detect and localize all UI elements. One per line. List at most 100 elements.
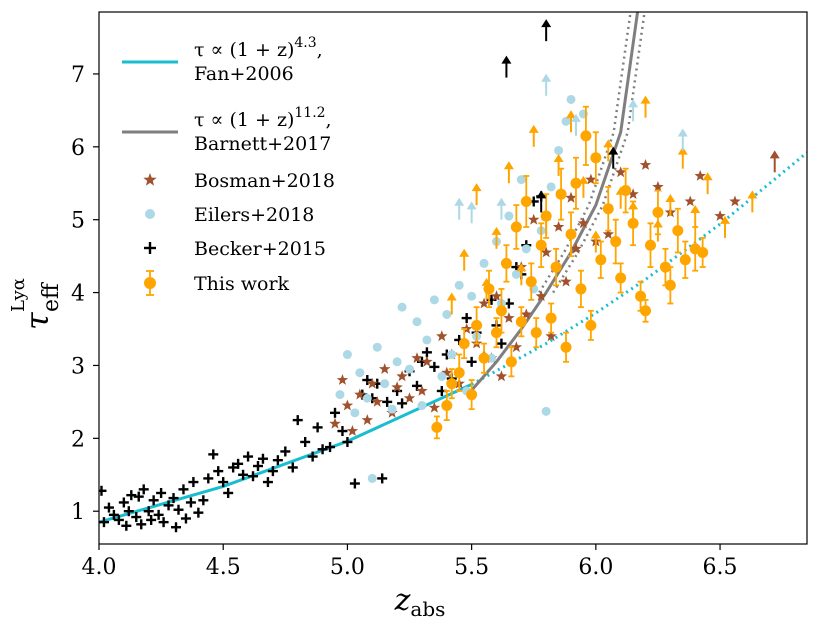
this-work-lower-limit-head	[640, 95, 651, 104]
becker-2015-lower-limit-head	[608, 146, 619, 155]
becker-2015-lower-limit	[501, 55, 512, 78]
bosman-2018-point	[441, 366, 453, 378]
this-work-marker	[510, 221, 522, 233]
this-work-marker	[530, 327, 542, 339]
this-work-lower-limit	[665, 194, 676, 217]
this-work-lower-limit	[541, 212, 552, 235]
this-work-lower-limit	[553, 153, 564, 176]
becker-2015-point	[272, 455, 283, 466]
eilers-2018-point	[367, 473, 377, 483]
becker-2015-point	[163, 500, 174, 511]
legend-label: This work	[194, 273, 290, 295]
this-work-point	[535, 222, 547, 268]
becker-2015-point	[185, 497, 196, 508]
this-work-point	[453, 353, 465, 392]
this-work-point	[545, 302, 557, 334]
this-work-point	[640, 298, 652, 323]
this-work-marker	[458, 338, 470, 350]
this-work-lower-limit-head	[446, 292, 457, 301]
becker-2015-lower-limit	[608, 146, 619, 169]
x-tick-label: 5.0	[330, 555, 365, 580]
bosman-2018-point	[436, 330, 448, 342]
this-work-lower-limit	[720, 215, 731, 238]
this-work-marker	[575, 283, 587, 295]
bosman-2018-point	[684, 195, 696, 207]
becker-2015-point	[131, 512, 142, 523]
this-work-marker	[580, 130, 592, 142]
bosman-2018-point	[354, 388, 366, 400]
this-work-lower-limit	[652, 219, 663, 242]
bosman-2018-point	[520, 308, 532, 320]
this-work-marker	[500, 257, 512, 269]
this-work-lower-limit-head	[652, 219, 663, 228]
becker-2015-lower-limit	[541, 19, 552, 42]
this-work-marker	[490, 327, 502, 339]
eilers-2018-point	[561, 116, 571, 126]
this-work-point	[446, 368, 458, 400]
eilers-2018-point	[442, 309, 452, 319]
this-work-point	[602, 186, 614, 232]
this-work-point	[525, 262, 537, 301]
becker-2015-point	[248, 471, 259, 482]
this-work-marker	[585, 319, 597, 331]
legend-item-bosman: Bosman+2018	[143, 170, 335, 192]
bosman-2018-point	[577, 217, 590, 229]
this-work-marker	[505, 356, 517, 368]
becker-2015-point	[193, 507, 204, 518]
becker-2015-point	[267, 466, 278, 477]
becker-2015-point	[99, 517, 109, 528]
axis-ticks: 4.0 4.5 5.0 5.5 6.0 6.5 1 2 3 4 5 6 7	[71, 63, 738, 580]
becker-2015-lower-limit-head	[541, 19, 552, 28]
becker-2015-point	[123, 506, 134, 517]
x-tick-label: 4.0	[82, 555, 117, 580]
this-work-point	[565, 211, 577, 258]
eilers-2018-lower-limit-head	[454, 197, 465, 206]
eilers-2018-lower-limit	[628, 99, 639, 122]
becker-2015-point	[99, 485, 107, 496]
bosman-2018-point	[391, 381, 403, 393]
becker-2015-point	[377, 473, 388, 484]
this-work-lower-limit	[459, 248, 470, 271]
this-work-point	[659, 247, 671, 287]
x-tick-label: 5.5	[454, 555, 489, 580]
eilers-2018-point	[479, 258, 489, 268]
eilers-2018-lower-limit-head	[570, 113, 581, 122]
becker-2015-point	[171, 522, 182, 533]
bosman-2018-point	[540, 246, 552, 258]
this-work-lower-limit-head	[471, 183, 482, 192]
this-work-point	[697, 237, 709, 268]
y-tick-label: 4	[71, 282, 85, 307]
this-work-lower-limit-head	[553, 153, 564, 162]
this-work-marker	[565, 228, 577, 240]
this-work-marker	[545, 312, 557, 324]
this-work-marker	[640, 305, 652, 317]
x-tick-label: 6.5	[703, 555, 738, 580]
becker-2015-point	[300, 436, 311, 447]
x-tick-label: 6.0	[578, 555, 613, 580]
bosman-2018-point	[528, 213, 540, 225]
legend-plus-swatch	[144, 242, 156, 254]
becker-2015-point	[168, 493, 179, 504]
becker-2015-point	[496, 338, 507, 349]
this-work-lower-limit	[446, 292, 457, 315]
eilers-2018-point	[350, 408, 360, 418]
this-work-marker	[495, 305, 507, 317]
becker-2015-point	[213, 466, 224, 477]
svg-text:eff: eff	[39, 282, 64, 312]
bosman-2018-point	[545, 330, 557, 342]
becker-2015-point	[325, 442, 336, 453]
this-work-marker	[664, 279, 676, 291]
becker-2015-point	[173, 504, 184, 515]
becker-2015-point	[153, 509, 164, 520]
this-work-point	[595, 240, 607, 279]
barnett-2017-line-dotted	[552, 12, 646, 294]
y-tick-label: 1	[71, 500, 85, 525]
becker-2015-point	[421, 347, 432, 358]
this-work-lower-limit-head	[503, 161, 514, 170]
bosman-2018-point	[565, 191, 577, 203]
legend-item-thiswork: This work	[144, 270, 290, 296]
eilers-2018-lower-limit-head	[677, 128, 688, 137]
bosman-2018-point	[729, 195, 741, 207]
eilers-2018-point	[554, 145, 564, 155]
